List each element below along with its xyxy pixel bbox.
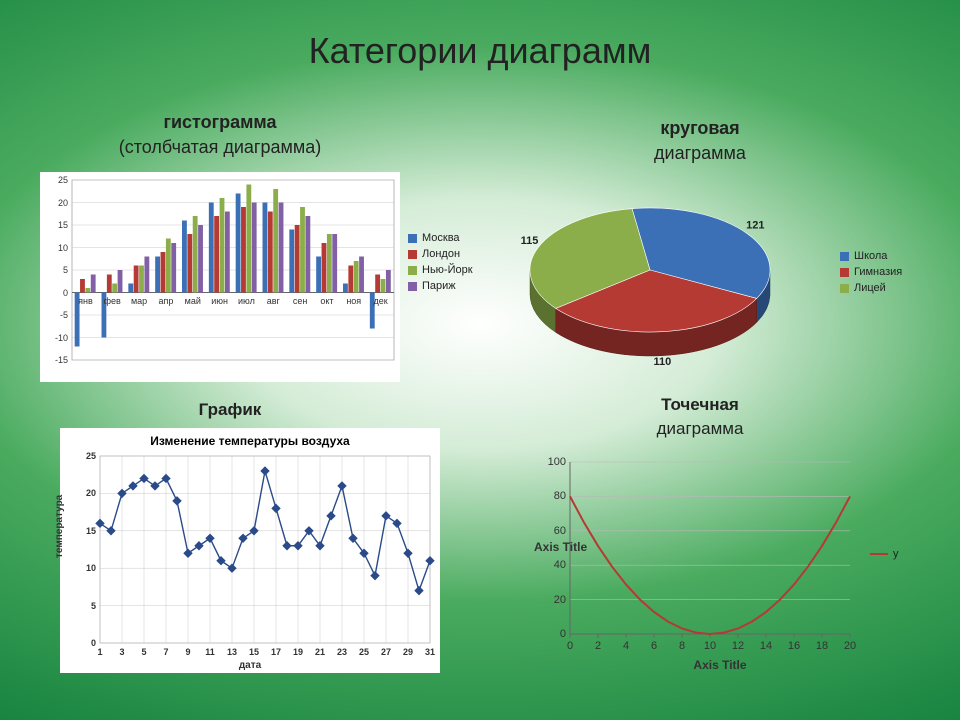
histogram-xtick: июн [206,296,234,306]
scatter-xtick: 18 [812,640,832,652]
scatter-title-block: Точечная диаграмма [560,395,840,439]
scatter-legend: y [870,548,899,564]
page-title: Категории диаграмм [0,30,960,72]
histogram-legend-item: Москва [408,232,473,244]
histogram-xtick: фев [98,296,126,306]
line-xtick: 7 [156,647,176,657]
histogram-ytick: -5 [40,310,68,320]
line-ytick: 15 [68,526,96,536]
histogram-ytick: -15 [40,355,68,365]
scatter-ytick: 80 [540,490,566,502]
line-xtick: 27 [376,647,396,657]
scatter-xtick: 10 [700,640,720,652]
line-xtick: 1 [90,647,110,657]
line-xtick: 31 [420,647,440,657]
line-xtick: 15 [244,647,264,657]
histogram-legend-item: Париж [408,280,473,292]
histogram-ytick: 5 [40,265,68,275]
line-xtick: 21 [310,647,330,657]
histogram-ytick: 10 [40,243,68,253]
line-xlabel: дата [60,660,440,671]
scatter-legend-item: y [870,548,899,560]
line-xtick: 29 [398,647,418,657]
line-xtick: 19 [288,647,308,657]
histogram-xtick: окт [313,296,341,306]
scatter-legend-label: y [893,548,899,560]
pie-legend-item: Гимназия [840,266,902,278]
scatter-xtick: 8 [672,640,692,652]
pie-subtitle: диаграмма [560,143,840,164]
scatter-ytick: 60 [540,525,566,537]
histogram-xtick: июл [232,296,260,306]
histogram-ytick: 20 [40,198,68,208]
line-xtick: 25 [354,647,374,657]
line-xtick: 17 [266,647,286,657]
scatter-ylabel: Axis Title [534,540,587,554]
line-xtick: 13 [222,647,242,657]
histogram-xtick: мар [125,296,153,306]
histogram-ytick: 25 [40,175,68,185]
histogram-ytick: -10 [40,333,68,343]
scatter-xtick: 16 [784,640,804,652]
scatter-chart: 020406080100 02468101214161820 Axis Titl… [510,452,930,672]
scatter-xtick: 6 [644,640,664,652]
line-ytick: 20 [68,488,96,498]
pie-title: круговая [660,118,739,138]
line-chart: Изменение температуры воздуха 0510152025… [60,428,440,673]
line-chart-title: Изменение температуры воздуха [60,434,440,448]
line-xtick: 11 [200,647,220,657]
histogram-legend-item: Нью-Йорк [408,264,473,276]
histogram-legend-item: Лондон [408,248,473,260]
scatter-xtick: 4 [616,640,636,652]
scatter-ytick: 20 [540,594,566,606]
scatter-ytick: 40 [540,559,566,571]
pie-slice-label: 110 [653,356,671,368]
histogram-xtick: май [179,296,207,306]
pie-slice-label: 121 [746,219,764,231]
histogram-chart: -15 -10 -5 0 5 10 15 20 25 янвфевмарапрмайиюниюл… [40,172,400,382]
scatter-xtick: 2 [588,640,608,652]
pie-slice-label: 115 [521,235,539,247]
line-xtick: 23 [332,647,352,657]
scatter-title: Точечная [661,395,739,414]
scatter-xtick: 12 [728,640,748,652]
histogram-title: гистограмма [163,112,276,132]
pie-legend: Школа Гимназия Лицей [840,250,902,298]
histogram-xtick: дек [367,296,395,306]
histogram-ytick: 0 [40,288,68,298]
histogram-xtick: янв [71,296,99,306]
scatter-xtick: 14 [756,640,776,652]
pie-title-block: круговая диаграмма [560,118,840,164]
pie-legend-item: Лицей [840,282,902,294]
scatter-xtick: 0 [560,640,580,652]
line-xtick: 9 [178,647,198,657]
histogram-xtick: ноя [340,296,368,306]
scatter-subtitle: диаграмма [560,419,840,439]
line-ytick: 25 [68,451,96,461]
scatter-ytick: 100 [540,456,566,468]
line-ylabel: температура [54,495,65,558]
histogram-subtitle: (столбчатая диаграмма) [40,137,400,158]
line-ytick: 10 [68,563,96,573]
scatter-xlabel: Axis Title [510,658,930,672]
pie-legend-item: Школа [840,250,902,262]
pie-chart: 121 110 115 [500,175,840,375]
histogram-ytick: 15 [40,220,68,230]
histogram-title-block: гистограмма (столбчатая диаграмма) [40,112,400,158]
scatter-xtick: 20 [840,640,860,652]
scatter-ytick: 0 [540,628,566,640]
histogram-xtick: сен [286,296,314,306]
histogram-xtick: апр [152,296,180,306]
histogram-xtick: авг [259,296,287,306]
line-xtick: 5 [134,647,154,657]
histogram-legend: Москва Лондон Нью-Йорк Париж [408,232,473,296]
line-ytick: 5 [68,601,96,611]
line-title: График [100,400,360,420]
line-xtick: 3 [112,647,132,657]
